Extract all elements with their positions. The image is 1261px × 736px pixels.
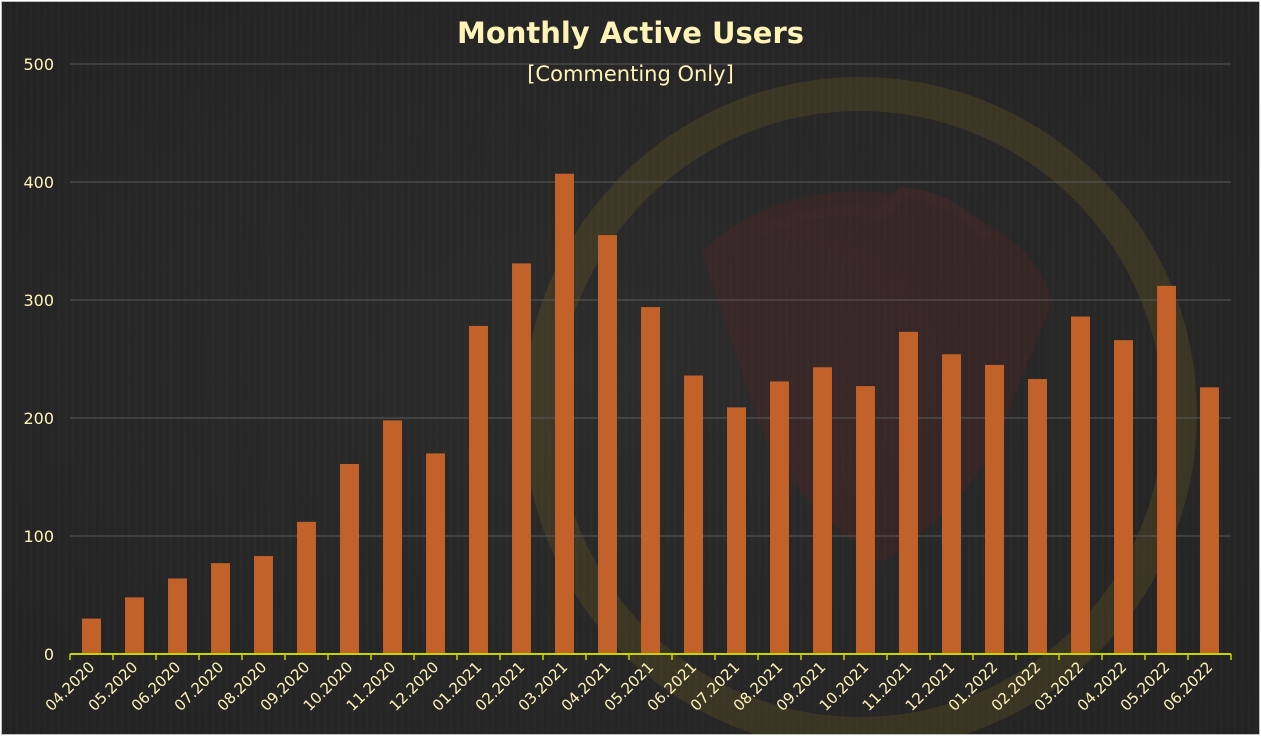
bar: [1114, 340, 1133, 654]
y-tick-label: 400: [23, 173, 54, 192]
y-tick-label: 200: [23, 409, 54, 428]
bar: [211, 563, 230, 654]
bar: [1200, 387, 1219, 654]
bar: [727, 407, 746, 654]
y-tick-label: 100: [23, 527, 54, 546]
bar: [899, 331, 918, 654]
bar: [1028, 379, 1047, 654]
watermark-emblem-icon: [523, 77, 1197, 734]
bar: [1071, 316, 1090, 654]
y-tick-label: 500: [23, 55, 54, 74]
bar: [82, 618, 101, 654]
bar: [641, 307, 660, 654]
bar: [684, 375, 703, 654]
y-tick-label: 0: [44, 645, 54, 664]
bar: [770, 381, 789, 654]
bar: [469, 325, 488, 654]
y-tick-label: 300: [23, 291, 54, 310]
bar: [254, 556, 273, 654]
bar: [985, 364, 1004, 654]
bar: [942, 354, 961, 654]
chart-subtitle: [Commenting Only]: [527, 62, 734, 86]
bar: [598, 235, 617, 654]
bar: [813, 367, 832, 654]
bar: [426, 453, 445, 654]
bar: [512, 263, 531, 654]
bar: [125, 597, 144, 654]
bar: [168, 578, 187, 654]
bar: [1157, 285, 1176, 654]
bar: [340, 464, 359, 654]
bar: [555, 173, 574, 655]
bar: [297, 521, 316, 654]
bar: [856, 386, 875, 654]
bar: [383, 420, 402, 654]
chart-title: Monthly Active Users: [456, 16, 805, 50]
